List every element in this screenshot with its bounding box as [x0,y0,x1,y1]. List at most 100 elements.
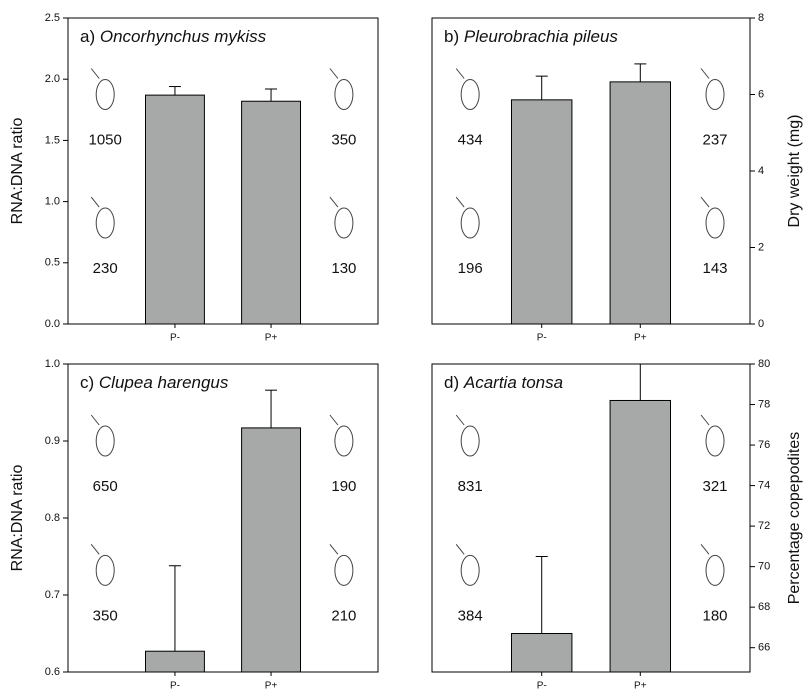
organism-icon [91,544,99,554]
organism-icon [706,555,724,585]
y-tick-label: 1.0 [45,358,60,370]
count-label: 196 [458,260,483,277]
y-tick-label: 68 [758,601,770,613]
x-tick-label: P- [537,681,547,692]
panel-letter: c) [80,373,94,392]
y-tick-label: 74 [758,479,770,491]
y-tick-label: 0.9 [45,435,60,447]
organism-icon [701,415,709,425]
bar [610,82,670,324]
panel-title: b) Pleurobrachia pileus [444,27,618,46]
y-tick-label: 0.5 [45,257,60,269]
count-label: 237 [703,131,728,148]
organism-icon [91,415,99,425]
organism-icon [91,197,99,207]
count-label: 831 [458,478,483,495]
y-tick-label: 8 [758,12,764,24]
species-name: Oncorhynchus mykiss [100,27,267,46]
bar [242,101,301,324]
count-label: 180 [703,608,728,625]
y-tick-label: 70 [758,561,770,573]
panel-title: d) Acartia tonsa [444,373,563,392]
y-axis-label: RNA:DNA ratio [9,465,26,572]
species-name: Pleurobrachia pileus [464,27,619,46]
y-axis-label: RNA:DNA ratio [9,118,26,225]
count-label: 384 [458,608,483,625]
panel-title: a) Oncorhynchus mykiss [80,27,267,46]
organism-icon [706,80,724,110]
organism-icon [96,555,114,585]
y-tick-label: 0.7 [45,589,60,601]
y-tick-label: 0.8 [45,512,60,524]
y-tick-label: 78 [758,398,770,410]
count-label: 321 [703,478,728,495]
organism-icon [335,555,353,585]
plot-frame [432,364,750,672]
bar [146,651,205,672]
organism-icon [461,426,479,456]
panel-letter: a) [80,27,95,46]
x-tick-label: P- [170,333,180,344]
organism-icon [706,208,724,238]
y-tick-label: 2.5 [45,12,60,24]
y-tick-label: 0.0 [45,318,60,330]
organism-icon [701,69,709,79]
count-label: 143 [703,260,728,277]
panel-letter: d) [444,373,459,392]
y-tick-label: 0 [758,318,764,330]
count-label: 350 [331,131,356,148]
bar [146,95,205,324]
y-tick-label: 6 [758,88,764,100]
organism-icon [456,415,464,425]
plot-frame [432,18,750,324]
organism-icon [456,69,464,79]
count-label: 230 [93,260,118,277]
organism-icon [330,197,338,207]
organism-icon [461,208,479,238]
figure: 0.0 0.5 1.0 1.5 2.0 2.5 RNA:DNA ratio a) Oncorh… [0,0,810,692]
organism-icon [335,208,353,238]
bar [512,100,572,324]
count-label: 650 [93,478,118,495]
y-tick-label: 76 [758,439,770,451]
y-tick-label: 72 [758,520,770,532]
plot-frame [68,364,378,672]
bar [242,428,301,672]
count-label: 350 [93,608,118,625]
panel-title: c) Clupea harengus [80,373,229,392]
organism-icon [701,544,709,554]
count-label: 1050 [89,131,122,148]
y-axis-label: Percentage copepodites [786,432,803,605]
y-tick-label: 1.0 [45,196,60,208]
bar [610,400,670,672]
organism-icon [701,197,709,207]
organism-icon [96,80,114,110]
organism-icon [96,208,114,238]
bar [512,634,572,673]
count-label: 130 [331,260,356,277]
organism-icon [335,80,353,110]
y-tick-label: 2.0 [45,73,60,85]
x-tick-label: P- [170,681,180,692]
organism-icon [335,426,353,456]
organism-icon [330,544,338,554]
plot-frame [68,18,378,324]
y-tick-label: 0.6 [45,666,60,678]
y-tick-label: 4 [758,165,764,177]
organism-icon [461,80,479,110]
count-label: 210 [331,608,356,625]
count-label: 190 [331,478,356,495]
organism-icon [456,544,464,554]
x-tick-label: P+ [265,333,278,344]
organism-icon [706,426,724,456]
y-axis-label: Dry weight (mg) [786,115,803,228]
y-tick-label: 2 [758,241,764,253]
organism-icon [96,426,114,456]
y-tick-label: 1.5 [45,134,60,146]
count-label: 434 [458,131,483,148]
y-tick-label: 66 [758,642,770,654]
y-tick-label: 80 [758,358,770,370]
organism-icon [330,415,338,425]
x-tick-label: P+ [265,681,278,692]
organism-icon [456,197,464,207]
